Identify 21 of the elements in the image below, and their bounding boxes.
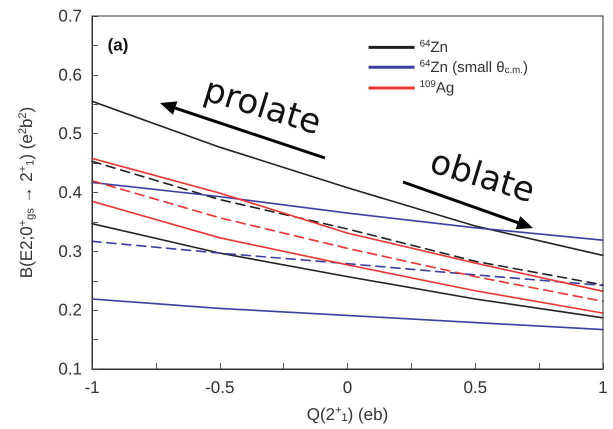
y-tick-label: 0.7 (58, 6, 82, 26)
x-axis-title: Q(2+1) (eb) (306, 404, 388, 424)
y-tick-label: 0.1 (58, 360, 82, 378)
annotation: oblate (426, 142, 540, 212)
x-tick-label: 0.5 (463, 378, 488, 397)
x-tick-label: -1 (84, 378, 100, 397)
y-tick-label: 0.5 (58, 124, 82, 144)
text: B(E2;0+gs → 2+1) (e2b2) (16, 106, 36, 278)
y-tick-label: 0.2 (58, 300, 82, 320)
line-series (91, 298, 604, 330)
y-tick-label: 0.3 (58, 242, 82, 261)
y-tick-label: 0.6 (58, 65, 82, 84)
annotation: prolate (199, 70, 326, 144)
line-series (91, 222, 604, 319)
annotation: (a) (108, 35, 128, 54)
line-series (91, 240, 604, 286)
x-tick-label: -0.5 (205, 378, 234, 397)
x-tick-label: 0 (342, 378, 352, 397)
x-tick-label: 1 (598, 378, 608, 397)
y-tick-label: 0.4 (58, 183, 82, 202)
line-series (91, 200, 604, 314)
